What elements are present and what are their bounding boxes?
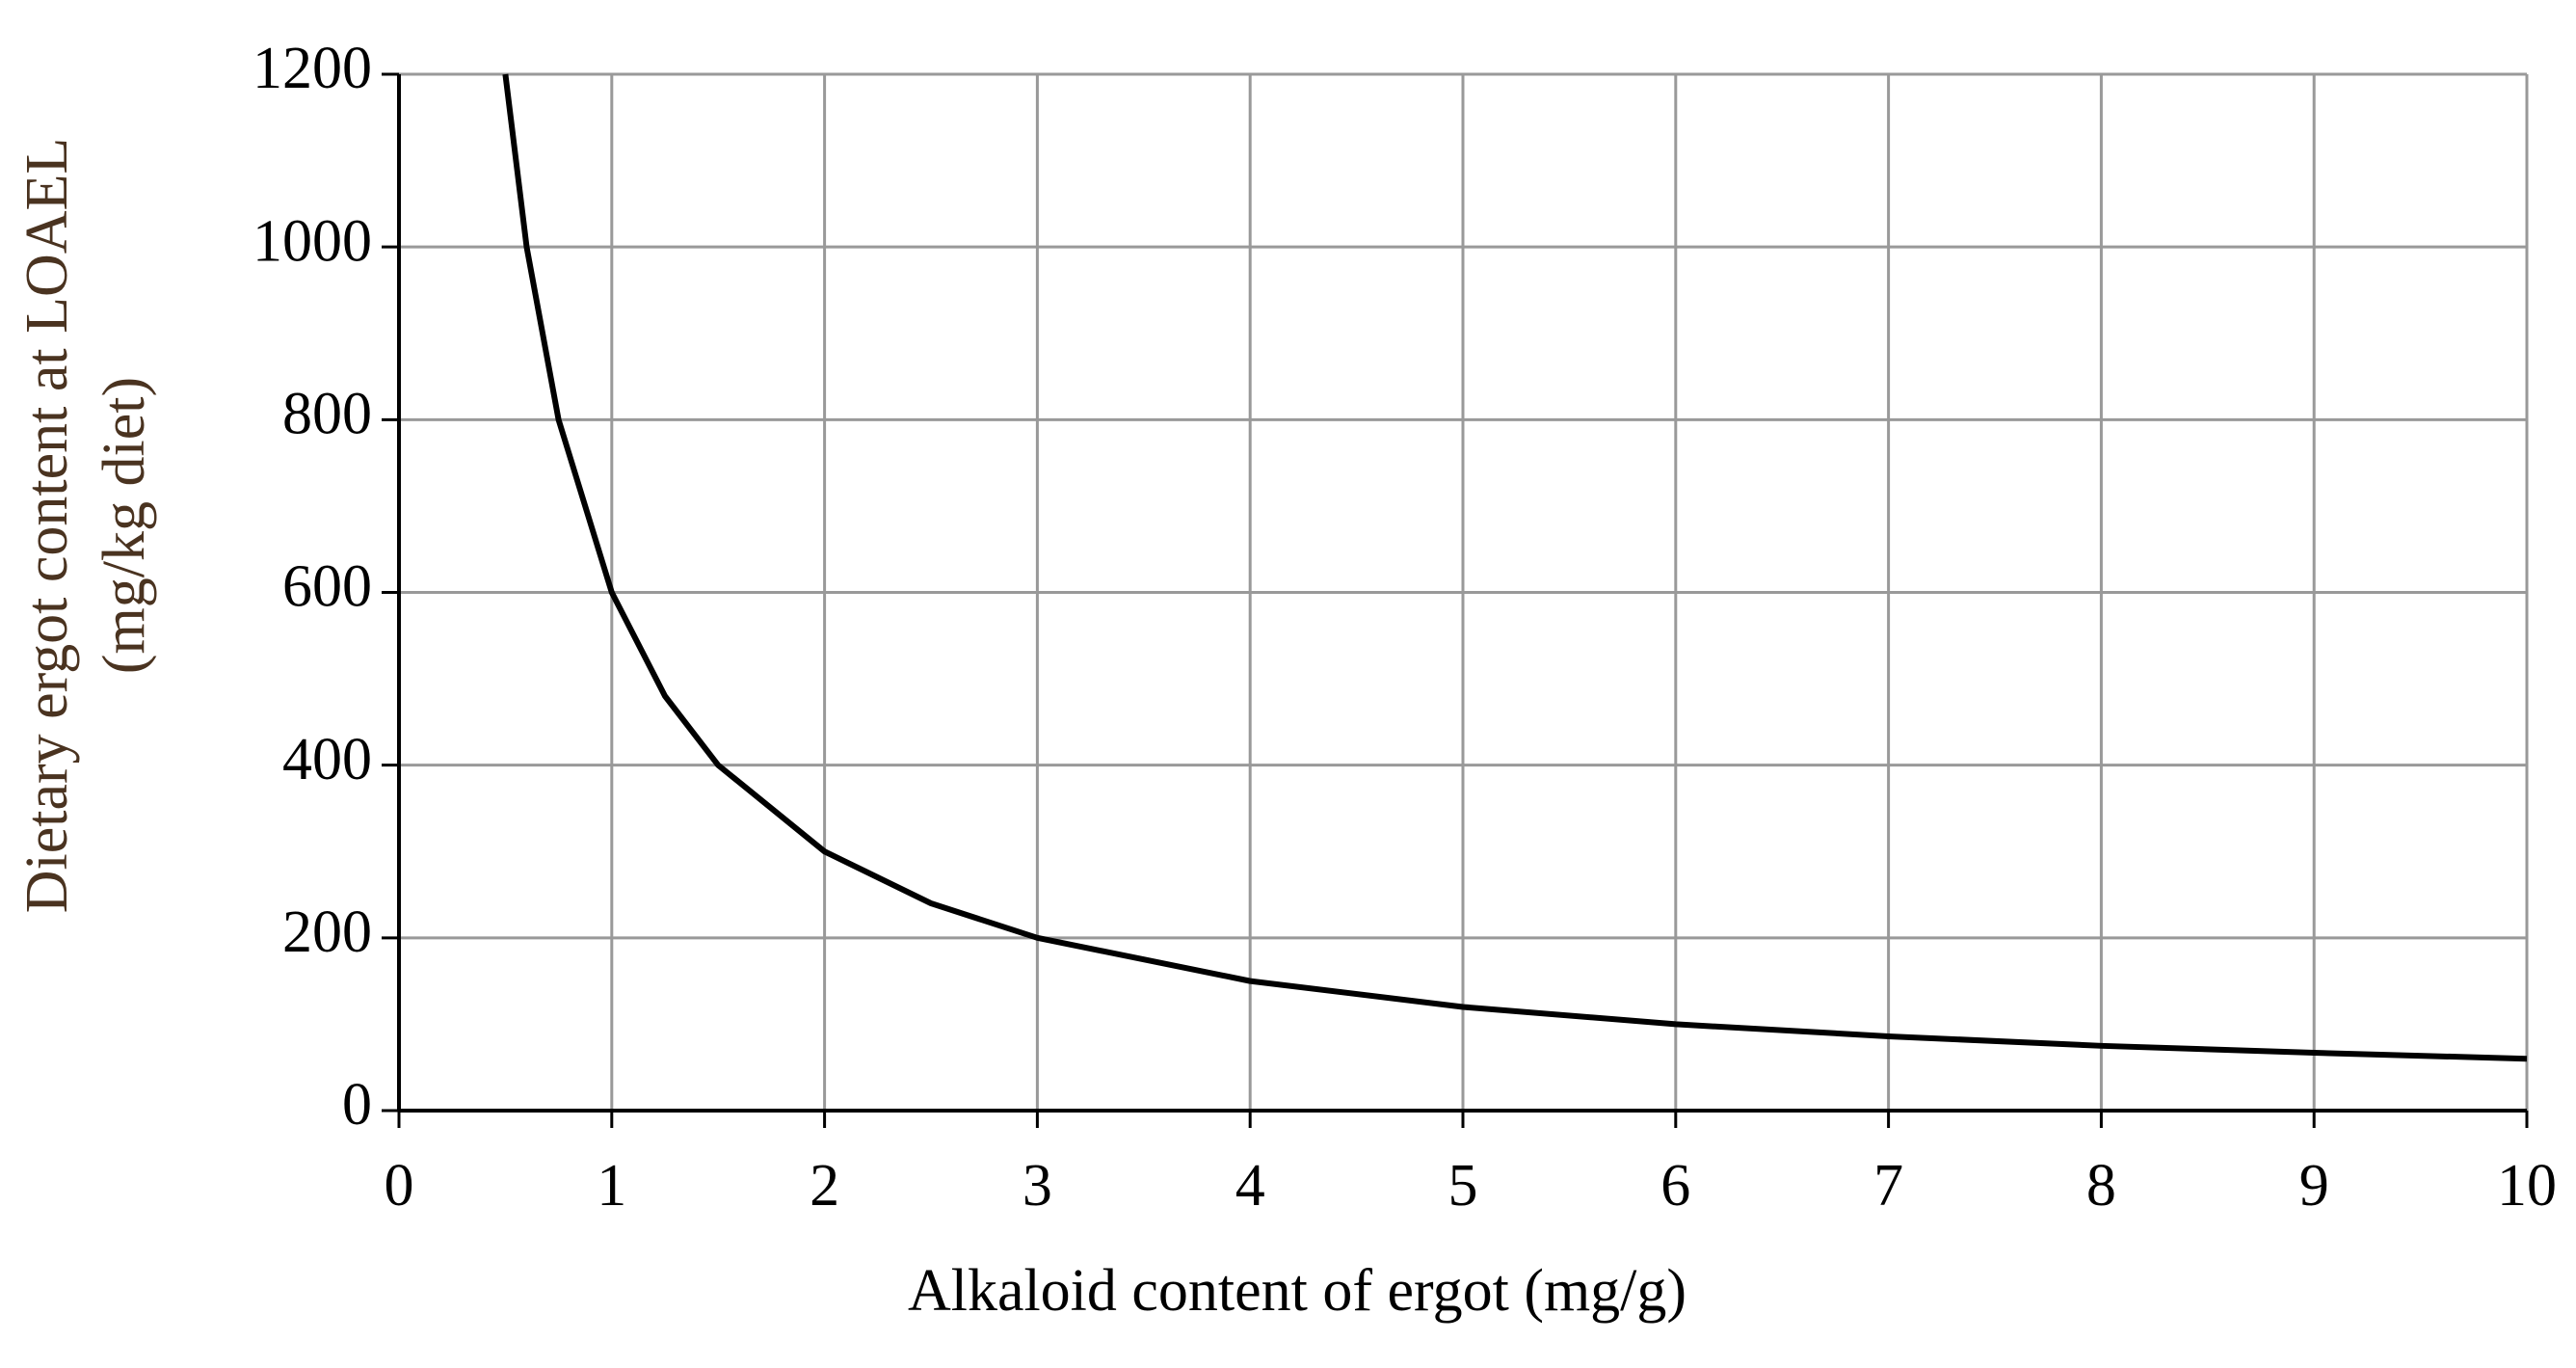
y-tick-label: 400 bbox=[282, 727, 372, 792]
y-tick-label: 1000 bbox=[252, 208, 372, 274]
y-tick-label: 200 bbox=[282, 899, 372, 965]
y-tick-label: 800 bbox=[282, 382, 372, 447]
x-tick-label: 9 bbox=[2299, 1153, 2329, 1219]
y-axis-title: (mg/kg diet) bbox=[92, 377, 157, 674]
y-tick-label: 600 bbox=[282, 554, 372, 620]
x-tick-label: 8 bbox=[2086, 1153, 2116, 1219]
y-tick-label: 0 bbox=[342, 1072, 372, 1138]
x-tick-label: 4 bbox=[1235, 1153, 1265, 1219]
x-tick-label: 6 bbox=[1660, 1153, 1690, 1219]
x-tick-label: 2 bbox=[810, 1153, 839, 1219]
x-tick-label: 7 bbox=[1873, 1153, 1903, 1219]
x-tick-label: 1 bbox=[597, 1153, 626, 1219]
y-tick-label: 1200 bbox=[252, 36, 372, 101]
x-tick-label: 10 bbox=[2497, 1153, 2557, 1219]
y-axis-title: Dietary ergot content at LOAEL bbox=[14, 138, 80, 914]
x-tick-label: 0 bbox=[385, 1153, 414, 1219]
x-tick-label: 5 bbox=[1448, 1153, 1478, 1219]
line-series bbox=[502, 73, 2528, 1062]
x-tick-label: 3 bbox=[1022, 1153, 1052, 1219]
x-axis-title: Alkaloid content of ergot (mg/g) bbox=[908, 1258, 1686, 1324]
